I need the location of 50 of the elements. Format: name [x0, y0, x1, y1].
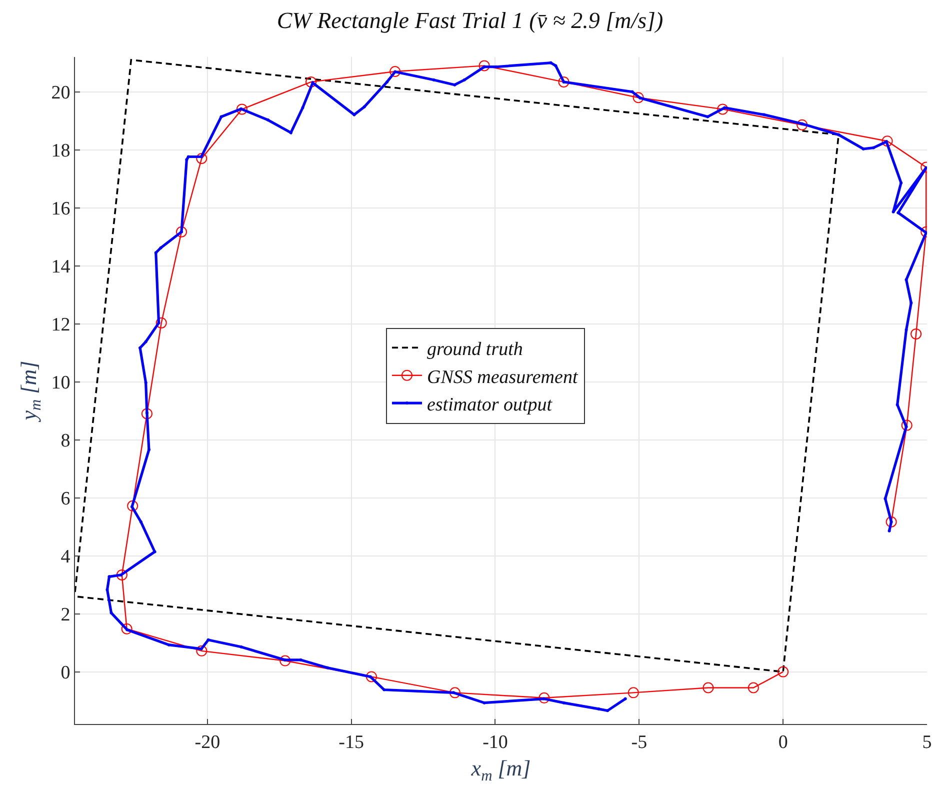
x-tick-label: -10 — [482, 732, 508, 753]
x-tick-label: 5 — [922, 732, 932, 753]
legend-label: estimator output — [426, 394, 553, 416]
point — [141, 408, 152, 420]
legend-label: GNSS measurement — [426, 366, 578, 388]
x-axis-title: x$_{m}$ [m] — [470, 756, 531, 784]
y-tick-label: 20 — [51, 82, 70, 104]
point — [156, 317, 167, 328]
point — [176, 226, 187, 238]
point — [717, 104, 728, 115]
point — [748, 682, 759, 694]
y-tick-label: 8 — [60, 430, 70, 452]
x-tick-label: -5 — [631, 732, 648, 753]
point — [306, 76, 317, 88]
point — [778, 666, 789, 678]
point — [628, 687, 639, 698]
y-tick-label: 4 — [60, 546, 71, 568]
point — [538, 692, 550, 704]
point — [366, 671, 377, 682]
point — [196, 645, 208, 656]
point — [901, 420, 912, 431]
x-tick-label: -15 — [338, 732, 364, 753]
point — [116, 569, 128, 580]
y-tick-label: 12 — [51, 314, 70, 336]
point — [390, 66, 401, 77]
point — [478, 60, 490, 72]
point — [280, 655, 291, 666]
point — [236, 104, 248, 115]
y-tick-label: 16 — [51, 198, 70, 220]
point — [196, 153, 208, 164]
point — [702, 682, 714, 694]
point — [886, 516, 897, 528]
point — [121, 623, 132, 634]
point — [882, 136, 893, 147]
y-tick-label: 6 — [60, 488, 70, 510]
x-tick-label: 0 — [778, 732, 788, 753]
point — [910, 328, 922, 340]
point — [632, 92, 644, 104]
chart-title: CW Rectangle Fast Trial 1 (v̄ ≈ 2.9 [m/s]) — [276, 8, 664, 33]
y-tick-label: 10 — [51, 372, 70, 394]
point — [558, 76, 570, 88]
point — [796, 119, 808, 130]
y-tick-label: 2 — [60, 604, 70, 626]
point — [449, 687, 460, 698]
y-tick-label: 14 — [51, 256, 71, 278]
point — [127, 500, 138, 512]
y-tick-label: 18 — [51, 140, 70, 162]
legend-label: ground truth — [426, 339, 523, 360]
y-tick-label: 0 — [60, 662, 70, 684]
x-tick-label: -20 — [194, 732, 220, 753]
